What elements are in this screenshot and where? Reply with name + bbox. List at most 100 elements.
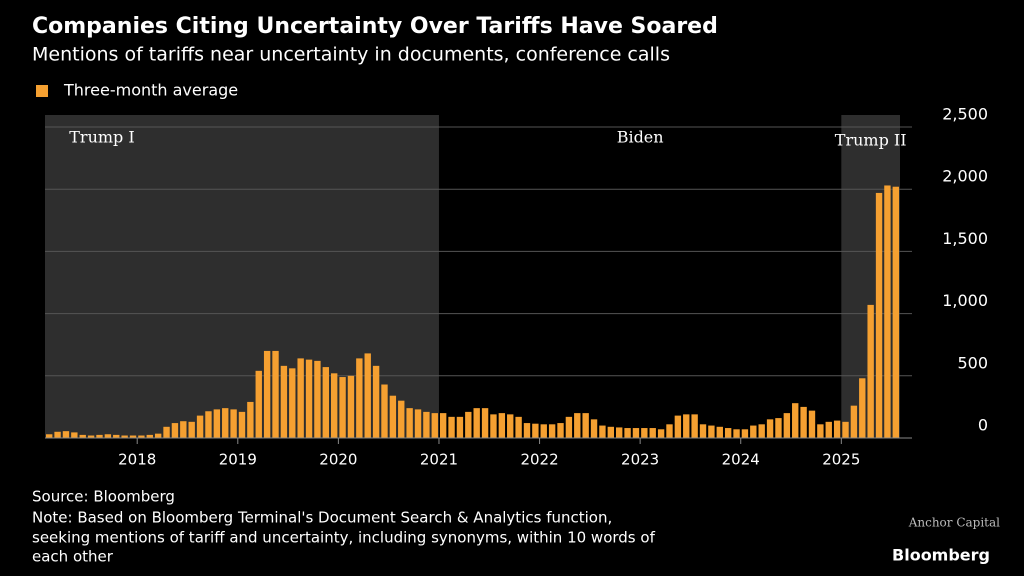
bar <box>372 365 380 438</box>
bar <box>473 408 480 438</box>
bar <box>364 353 371 438</box>
note-line: Note: Based on Bloomberg Terminal's Docu… <box>32 509 612 527</box>
x-tick-label: 2022 <box>520 451 558 469</box>
bar <box>875 192 883 438</box>
legend-swatch <box>36 85 48 97</box>
bar <box>96 434 103 438</box>
bar <box>255 370 262 438</box>
bar <box>138 435 145 438</box>
period-label: Trump II <box>835 131 907 150</box>
bar <box>833 420 841 438</box>
bar <box>339 377 346 438</box>
bar <box>163 426 170 438</box>
bar <box>624 428 631 438</box>
bar <box>213 409 221 438</box>
bar <box>523 423 531 438</box>
bar <box>305 359 313 438</box>
bar <box>347 375 355 438</box>
bar <box>331 373 338 438</box>
bar <box>758 424 765 438</box>
chart-subtitle: Mentions of tariffs near uncertainty in … <box>32 44 670 66</box>
bar <box>750 425 757 438</box>
bar <box>708 425 715 438</box>
bar <box>842 421 849 438</box>
bar <box>414 409 422 438</box>
bar <box>297 358 304 438</box>
x-tick-label: 2018 <box>118 451 156 469</box>
bar <box>733 429 740 438</box>
bar <box>766 419 774 438</box>
bar <box>398 400 405 438</box>
bar <box>129 435 137 438</box>
bar <box>683 414 690 438</box>
bar <box>389 395 397 438</box>
bar <box>423 411 430 438</box>
bar <box>775 418 782 438</box>
y-tick-label: 2,500 <box>942 105 988 124</box>
bar <box>507 414 514 438</box>
bar <box>71 432 78 438</box>
bar <box>238 411 246 438</box>
bar <box>87 435 95 438</box>
period-shade <box>45 115 439 438</box>
bar <box>54 431 61 438</box>
bar <box>867 304 874 438</box>
bar <box>146 434 153 438</box>
bar <box>741 429 749 438</box>
bar <box>46 434 53 438</box>
bar <box>808 410 816 438</box>
bar <box>716 426 723 438</box>
bar <box>230 409 237 438</box>
bar <box>699 424 707 438</box>
bar <box>62 431 70 438</box>
bar <box>892 186 899 438</box>
bar <box>196 415 204 438</box>
source: Source: Bloomberg <box>32 488 175 506</box>
bar <box>548 424 556 438</box>
bar <box>222 408 229 438</box>
bar <box>582 413 589 438</box>
bar <box>532 423 539 438</box>
bar <box>825 421 832 438</box>
bar <box>565 416 573 438</box>
bar <box>456 416 464 438</box>
x-tick-label: 2025 <box>822 451 860 469</box>
bar <box>79 434 86 438</box>
y-tick-label: 2,000 <box>942 167 988 186</box>
bar <box>272 350 279 438</box>
bar <box>314 360 321 438</box>
bar <box>481 408 489 438</box>
bar <box>666 424 673 438</box>
bar <box>121 435 128 438</box>
note-line: each other <box>32 548 114 566</box>
bar <box>616 427 623 438</box>
x-tick-label: 2019 <box>219 451 257 469</box>
bar <box>188 421 195 438</box>
bar <box>674 415 682 438</box>
bar <box>113 434 120 438</box>
bar <box>356 358 363 438</box>
bar <box>448 416 455 438</box>
bar <box>406 408 413 438</box>
bar <box>154 433 162 438</box>
x-tick-label: 2023 <box>621 451 659 469</box>
bar <box>247 401 254 438</box>
bar <box>515 416 522 438</box>
watermark: Anchor Capital <box>908 516 1000 530</box>
bar <box>649 428 656 438</box>
y-tick-label: 1,000 <box>942 291 988 310</box>
bar <box>490 414 497 438</box>
bar <box>884 185 891 438</box>
bar <box>381 384 388 438</box>
bar <box>205 411 212 438</box>
note-line: seeking mentions of tariff and uncertain… <box>32 529 656 547</box>
bar <box>289 368 296 438</box>
x-tick-label: 2024 <box>722 451 760 469</box>
y-tick-label: 0 <box>978 416 988 435</box>
bar <box>322 367 329 438</box>
bar <box>431 413 438 438</box>
brand: Bloomberg <box>892 546 990 565</box>
bar <box>657 429 665 438</box>
y-tick-label: 500 <box>957 353 988 372</box>
chart-title: Companies Citing Uncertainty Over Tariff… <box>32 14 718 39</box>
